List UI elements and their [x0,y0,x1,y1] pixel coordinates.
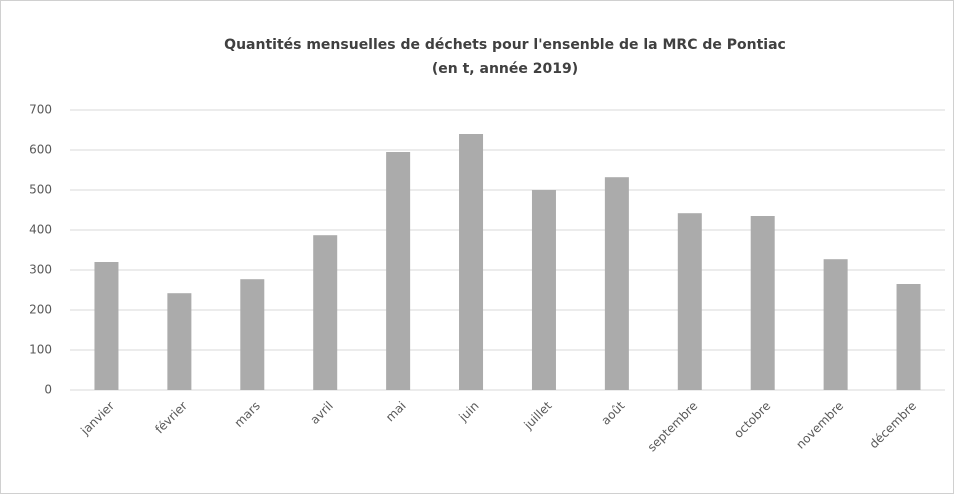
bar [240,279,265,390]
y-tick-label: 600 [29,143,52,157]
y-tick-label: 300 [29,263,52,277]
chart-title: Quantités mensuelles de déchets pour l'e… [224,37,786,53]
bar [823,259,848,390]
bar [167,293,192,390]
bar [896,284,921,390]
y-tick-label: 700 [29,103,52,117]
y-tick-label: 500 [29,183,52,197]
bar [459,134,484,390]
y-tick-label: 200 [29,303,52,317]
bar [313,235,338,390]
bar [94,262,119,390]
bar [677,213,702,390]
y-tick-label: 0 [44,383,52,397]
chart-subtitle: (en t, année 2019) [432,61,578,77]
y-tick-label: 100 [29,343,52,357]
bar [750,216,775,390]
bar [531,190,556,390]
bar [604,177,629,390]
bar [386,152,411,390]
y-tick-label: 400 [29,223,52,237]
